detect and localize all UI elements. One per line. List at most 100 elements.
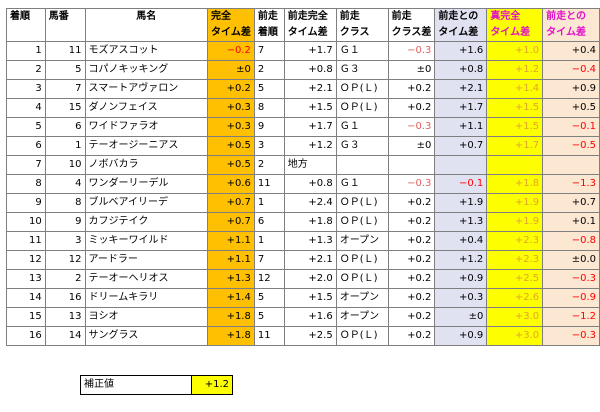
cell-true: +1.4 [486,79,544,99]
header-class-diff-2: クラス差 [387,25,436,42]
cell-name: ブルベアイリーデ [84,193,209,213]
cell-rank: 12 [6,250,46,270]
cell-time: +0.7 [207,193,255,213]
cell-prev-rank: 3 [253,136,285,156]
cell-num: 10 [44,155,86,175]
cell-prev-full: +2.1 [283,250,337,270]
cell-prev-class: Ｇ１ [335,41,389,61]
cell-prev-rank: 8 [253,98,285,118]
cell-last: +0.5 [542,98,600,118]
cell-rank: 5 [6,117,46,137]
header-last-1: 前走との [542,8,600,25]
cell-time: +0.2 [207,79,255,99]
cell-time: −0.2 [207,41,255,61]
header-rank: 着順 [6,8,46,42]
cell-name: ダノンフェイス [84,98,209,118]
cell-prev-full: +2.5 [283,326,337,346]
cell-name: アードラー [84,250,209,270]
table-row: 2 5 コパノキッキング ±0 2 +0.8 Ｇ３ ±0 +0.8 +1.2 −0.4 [6,60,600,80]
header-name: 馬名 [84,8,209,42]
cell-prev-rank: 1 [253,231,285,251]
cell-num: 9 [44,212,86,232]
table-row: 12 12 アードラー +1.1 7 +2.1 ＯＰ(Ｌ) +0.2 +1.2 +2.3 ±0.0 [6,250,600,270]
cell-time: +1.1 [207,231,255,251]
cell-num: 14 [44,326,86,346]
cell-class-diff: −0.3 [387,174,436,194]
cell-prev-cmp: +0.8 [434,60,488,80]
cell-name: ヨシオ [84,307,209,327]
table-row: 13 2 テーオーヘリオス +1.3 12 +2.0 ＯＰ(Ｌ) +0.2 +0.9 +2.5 −0… [6,269,600,289]
cell-class-diff: −0.3 [387,117,436,137]
cell-prev-class: ＯＰ(Ｌ) [335,269,389,289]
cell-class-diff: +0.2 [387,326,436,346]
header-true-2: タイム差 [486,25,544,42]
cell-last: −1.3 [542,174,600,194]
cell-prev-cmp: +1.7 [434,98,488,118]
correction-box: 補正値 +1.2 [80,375,233,395]
cell-num: 11 [44,41,86,61]
cell-last [542,155,600,175]
cell-true: +1.2 [486,60,544,80]
header-prev-cmp-2: タイム差 [434,25,488,42]
cell-prev-class [335,155,389,175]
cell-rank: 6 [6,136,46,156]
cell-true: +1.5 [486,98,544,118]
cell-true: +1.9 [486,193,544,213]
cell-time: +0.3 [207,117,255,137]
table-row: 16 14 サングラス +1.8 11 +2.5 ＯＰ(Ｌ) +0.2 +0.9 +3.0 −0.3 [6,326,600,346]
cell-prev-cmp: +2.1 [434,79,488,99]
cell-prev-class: ＯＰ(Ｌ) [335,193,389,213]
cell-name: テーオーヘリオス [84,269,209,289]
cell-prev-class: ＯＰ(Ｌ) [335,212,389,232]
cell-true: +2.6 [486,288,544,308]
cell-rank: 2 [6,60,46,80]
cell-num: 1 [44,136,86,156]
cell-num: 15 [44,98,86,118]
cell-prev-full: 地方 [283,155,337,175]
header-time-1: 完全 [207,8,255,25]
cell-prev-class: Ｇ１ [335,117,389,137]
cell-name: サングラス [84,326,209,346]
cell-last: −0.3 [542,269,600,289]
cell-prev-rank: 7 [253,250,285,270]
cell-prev-full: +1.7 [283,117,337,137]
cell-true: +1.9 [486,212,544,232]
cell-num: 8 [44,193,86,213]
cell-rank: 15 [6,307,46,327]
cell-prev-full: +1.6 [283,307,337,327]
cell-prev-rank: 2 [253,155,285,175]
cell-true: +2.3 [486,231,544,251]
cell-prev-rank: 1 [253,193,285,213]
cell-time: +1.8 [207,307,255,327]
cell-last: −0.8 [542,231,600,251]
cell-prev-cmp: ±0 [434,307,488,327]
table-header: 着順 馬番 馬名 完全 前走 前走完全 前走 前走 前走との 真完全 前走との … [6,8,600,42]
cell-prev-full: +1.3 [283,231,337,251]
cell-last: +0.9 [542,79,600,99]
table-row: 5 6 ワイドファラオ +0.3 9 +1.7 Ｇ１ −0.3 +1.1 +1.5 −0.1 [6,117,600,137]
cell-rank: 8 [6,174,46,194]
cell-true: +2.3 [486,250,544,270]
cell-prev-full: +0.8 [283,174,337,194]
cell-rank: 14 [6,288,46,308]
cell-prev-full: +1.5 [283,98,337,118]
cell-num: 6 [44,117,86,137]
cell-true: +1.7 [486,136,544,156]
cell-class-diff: +0.2 [387,250,436,270]
header-time-2: タイム差 [207,25,255,42]
cell-prev-class: オープン [335,307,389,327]
cell-prev-cmp: +1.9 [434,193,488,213]
cell-num: 3 [44,231,86,251]
cell-prev-class: オープン [335,288,389,308]
cell-name: テーオージーニアス [84,136,209,156]
cell-prev-class: オープン [335,231,389,251]
cell-num: 5 [44,60,86,80]
cell-num: 7 [44,79,86,99]
header-prev-full-2: タイム差 [283,25,337,42]
cell-name: コパノキッキング [84,60,209,80]
cell-true: +1.0 [486,41,544,61]
cell-prev-full: +2.0 [283,269,337,289]
cell-num: 4 [44,174,86,194]
cell-rank: 9 [6,193,46,213]
cell-time: +0.5 [207,136,255,156]
